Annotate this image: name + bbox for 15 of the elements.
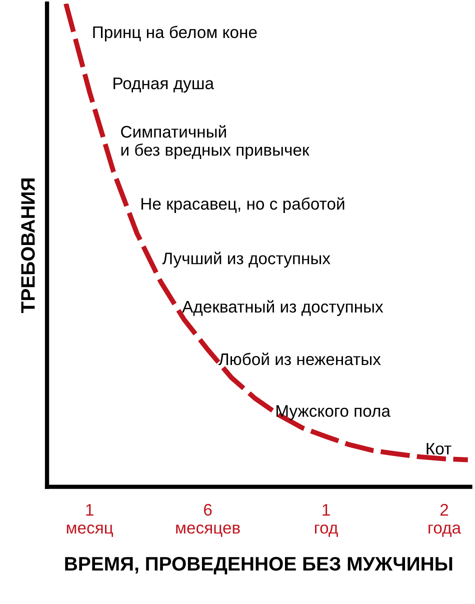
annotation: Лучший из доступных xyxy=(162,252,330,268)
annotation: Кот xyxy=(426,442,452,455)
annotation: Родная душа xyxy=(114,78,214,93)
annotation: Любой из неженатых xyxy=(218,352,381,366)
annotation: Адекватный из доступных xyxy=(182,300,384,316)
annotation: Принц на белом коне xyxy=(93,26,257,42)
x-axis-title: ВРЕМЯ, ПРОВЕДЕННОЕ БЕЗ МУЖЧИНЫ xyxy=(65,556,452,574)
annotation: Симпатичный и без вредных привычек xyxy=(121,125,310,160)
x-tick-label: 6 месяцев xyxy=(176,504,240,537)
annotation: Мужского пола xyxy=(276,405,390,420)
x-tick-label: 1 месяц xyxy=(66,504,114,537)
y-axis-title: ТРЕБОВАНИЯ xyxy=(21,178,35,314)
x-tick-label: 2 года xyxy=(428,504,462,537)
x-tick-label: 1 год xyxy=(315,504,338,537)
annotation: Не красавец, но с работой xyxy=(142,197,344,214)
